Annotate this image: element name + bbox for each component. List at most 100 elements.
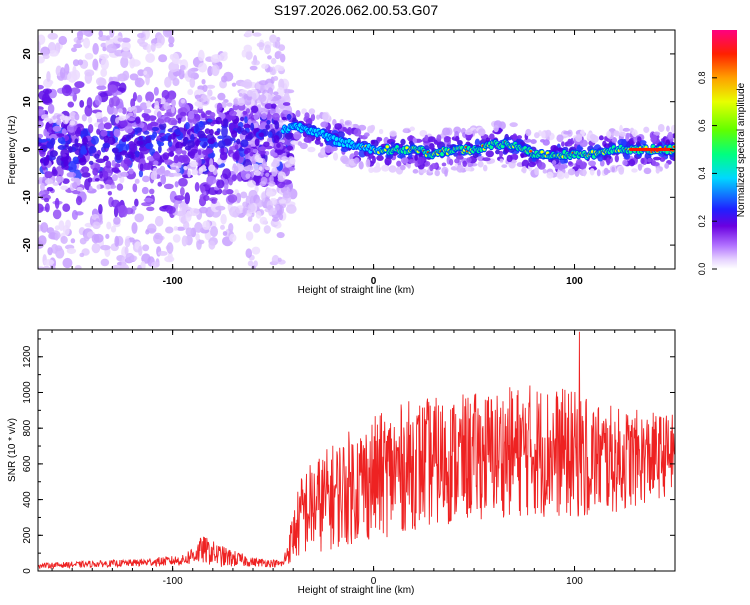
heatmap-blob bbox=[38, 120, 44, 128]
heatmap-blob bbox=[100, 258, 110, 267]
heatmap-blob bbox=[222, 168, 232, 180]
heatmap-blob bbox=[92, 167, 99, 176]
heatmap-blob bbox=[152, 152, 161, 161]
heatmap-blob bbox=[149, 188, 155, 195]
heatmap-blob bbox=[371, 167, 381, 173]
heatmap-blob bbox=[129, 143, 137, 153]
heatmap-blob bbox=[258, 146, 267, 152]
heatmap-blob bbox=[534, 132, 540, 139]
heatmap-blob bbox=[134, 77, 145, 88]
heatmap-blob bbox=[242, 201, 248, 208]
heatmap-blob bbox=[240, 191, 248, 199]
heatmap-blob bbox=[38, 34, 46, 45]
heatmap-blob bbox=[342, 126, 347, 132]
heatmap-blob bbox=[619, 124, 623, 134]
heatmap-blob bbox=[173, 154, 180, 164]
heatmap-blob bbox=[38, 235, 47, 246]
heatmap-blob bbox=[139, 158, 146, 164]
heatmap-blob bbox=[267, 131, 273, 138]
heatmap-blob bbox=[245, 248, 253, 259]
colorbar-tick-label: 0.4 bbox=[697, 167, 707, 180]
heatmap-blob bbox=[43, 128, 48, 137]
heatmap-blob bbox=[174, 195, 185, 201]
heatmap-blob bbox=[145, 229, 150, 235]
ridge-core-red bbox=[671, 149, 675, 152]
heatmap-blob bbox=[606, 130, 612, 139]
heatmap-blob bbox=[278, 213, 284, 221]
heatmap-blob bbox=[106, 221, 112, 230]
heatmap-blob bbox=[84, 52, 94, 60]
heatmap-blob bbox=[482, 157, 491, 162]
heatmap-blob bbox=[198, 239, 205, 245]
heatmap-blob bbox=[183, 165, 188, 170]
heatmap-blob bbox=[95, 77, 106, 86]
heatmap-blob bbox=[166, 105, 172, 110]
heatmap-blob bbox=[199, 206, 208, 214]
heatmap-blob bbox=[436, 134, 442, 142]
heatmap-blob bbox=[88, 160, 94, 165]
heatmap-blob bbox=[97, 122, 106, 131]
heatmap-blob bbox=[195, 233, 200, 241]
heatmap-blob bbox=[140, 79, 145, 86]
heatmap-blob bbox=[575, 134, 583, 143]
heatmap-blob bbox=[419, 168, 427, 174]
heatmap-blob bbox=[628, 137, 636, 146]
colorbar-tick-label: 0.6 bbox=[697, 119, 707, 132]
heatmap-blob bbox=[252, 223, 261, 233]
heatmap-blob bbox=[396, 160, 402, 167]
heatmap-blob bbox=[269, 108, 276, 114]
heatmap-blob bbox=[157, 250, 168, 256]
heatmap-blob bbox=[659, 156, 666, 162]
heatmap-blob bbox=[77, 59, 84, 66]
heatmap-blob bbox=[164, 159, 173, 166]
heatmap-blob bbox=[153, 160, 159, 166]
top-x-tick-label: 0 bbox=[371, 276, 377, 287]
heatmap-blob bbox=[655, 167, 660, 174]
heatmap-blob bbox=[596, 169, 601, 177]
heatmap-blob bbox=[145, 73, 150, 86]
heatmap-blob bbox=[454, 135, 460, 142]
heatmap-blob bbox=[121, 41, 131, 52]
heatmap-blob bbox=[113, 128, 121, 138]
heatmap-blob bbox=[216, 159, 222, 165]
top-x-tick-label: -100 bbox=[163, 276, 183, 287]
heatmap-blob bbox=[162, 30, 174, 38]
heatmap-blob bbox=[244, 30, 254, 37]
heatmap-blob bbox=[227, 194, 238, 203]
heatmap-blob bbox=[96, 184, 101, 190]
heatmap-blob bbox=[253, 260, 258, 268]
heatmap-blob bbox=[221, 51, 228, 57]
heatmap-blob bbox=[266, 119, 271, 125]
heatmap-blob bbox=[599, 160, 605, 167]
heatmap-blob bbox=[589, 168, 595, 176]
heatmap-blob bbox=[187, 151, 196, 157]
heatmap-blob bbox=[179, 111, 187, 117]
heatmap-blob bbox=[211, 64, 220, 77]
heatmap-blob bbox=[44, 117, 51, 122]
heatmap-blob bbox=[207, 118, 213, 123]
heatmap-blob bbox=[119, 120, 128, 128]
heatmap-blob bbox=[247, 260, 254, 267]
heatmap-blob bbox=[52, 115, 57, 120]
heatmap-blob bbox=[202, 84, 208, 93]
heatmap-blob bbox=[258, 166, 263, 171]
heatmap-blob bbox=[252, 32, 262, 37]
heatmap-blob bbox=[146, 223, 157, 234]
heatmap-blob bbox=[106, 43, 117, 54]
heatmap-blob bbox=[588, 160, 597, 167]
heatmap-blob bbox=[444, 169, 448, 177]
heatmap-blob bbox=[276, 231, 285, 239]
heatmap-blob bbox=[120, 171, 129, 177]
heatmap-blob bbox=[449, 158, 454, 166]
heatmap-blob bbox=[650, 134, 657, 139]
heatmap-blob bbox=[146, 156, 156, 161]
heatmap-blob bbox=[135, 150, 140, 158]
heatmap-blob bbox=[264, 103, 273, 110]
heatmap-blob bbox=[72, 156, 79, 164]
heatmap-blob bbox=[67, 160, 77, 173]
heatmap-blob bbox=[158, 158, 165, 163]
heatmap-blob bbox=[242, 110, 248, 115]
heatmap-blob bbox=[376, 155, 384, 162]
heatmap-blob bbox=[269, 207, 278, 215]
heatmap-blob bbox=[271, 197, 277, 205]
